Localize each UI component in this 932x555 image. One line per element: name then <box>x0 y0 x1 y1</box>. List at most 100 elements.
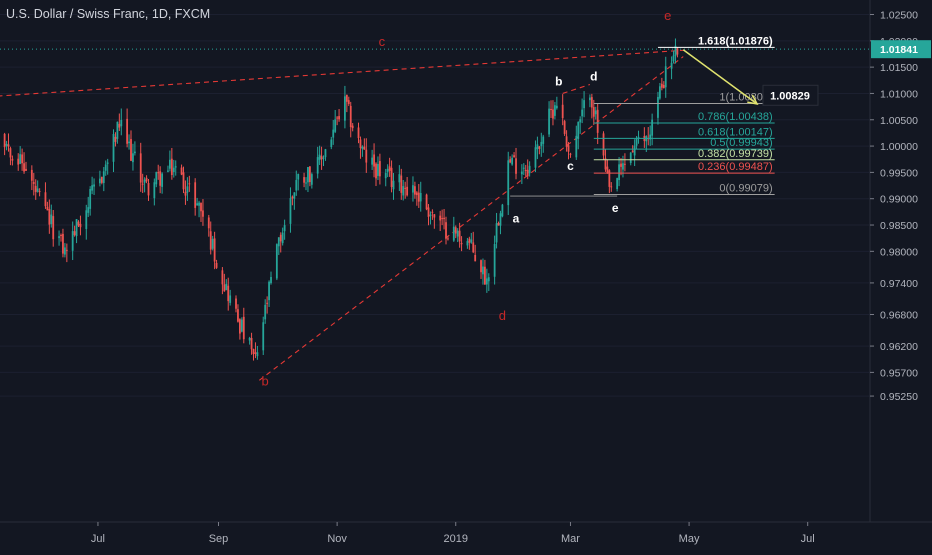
candle[interactable] <box>229 289 232 306</box>
candle[interactable] <box>577 121 580 150</box>
candle[interactable] <box>133 141 136 156</box>
candle[interactable] <box>402 179 405 201</box>
candle[interactable] <box>371 149 374 171</box>
candle[interactable] <box>659 82 661 100</box>
candle[interactable] <box>46 201 49 211</box>
candle[interactable] <box>310 172 313 189</box>
candle[interactable] <box>9 146 12 166</box>
candle[interactable] <box>431 209 434 220</box>
candle[interactable] <box>268 280 270 308</box>
candle[interactable] <box>256 345 259 360</box>
candle[interactable] <box>485 268 488 293</box>
candle[interactable] <box>458 222 461 248</box>
candle[interactable] <box>347 96 350 106</box>
candle[interactable] <box>618 157 620 187</box>
candle[interactable] <box>470 232 473 244</box>
candle[interactable] <box>240 317 243 333</box>
candle[interactable] <box>379 153 381 185</box>
candle[interactable] <box>52 209 55 247</box>
candle[interactable] <box>44 182 47 209</box>
candle[interactable] <box>283 219 286 240</box>
candle[interactable] <box>548 101 550 138</box>
candle[interactable] <box>377 156 379 181</box>
candle[interactable] <box>610 182 613 192</box>
candle[interactable] <box>336 116 339 126</box>
candle-series[interactable] <box>3 38 679 361</box>
candle[interactable] <box>357 122 360 144</box>
candle[interactable] <box>65 243 68 263</box>
candle[interactable] <box>297 173 300 191</box>
candle[interactable] <box>112 129 115 173</box>
candle[interactable] <box>279 232 282 253</box>
candle[interactable] <box>664 56 667 98</box>
candle[interactable] <box>289 187 292 233</box>
candle[interactable] <box>60 233 62 242</box>
candle[interactable] <box>180 164 183 176</box>
candle[interactable] <box>167 165 169 173</box>
candle[interactable] <box>130 130 132 162</box>
candle[interactable] <box>198 200 200 218</box>
candle[interactable] <box>555 96 558 110</box>
candle[interactable] <box>602 131 605 161</box>
candle[interactable] <box>507 151 510 215</box>
candle[interactable] <box>596 103 599 145</box>
candle[interactable] <box>594 106 597 120</box>
candle[interactable] <box>77 220 80 227</box>
candle[interactable] <box>575 125 578 160</box>
candle[interactable] <box>213 231 216 270</box>
candle[interactable] <box>338 109 340 122</box>
candle[interactable] <box>25 161 27 172</box>
candle[interactable] <box>499 210 502 235</box>
candle[interactable] <box>554 101 556 120</box>
candle[interactable] <box>633 139 636 167</box>
candle[interactable] <box>466 237 469 249</box>
candle[interactable] <box>102 167 105 192</box>
candle[interactable] <box>412 176 414 202</box>
candle[interactable] <box>592 99 595 125</box>
candle[interactable] <box>250 332 253 355</box>
candle[interactable] <box>157 164 160 180</box>
candle[interactable] <box>443 208 445 230</box>
candle[interactable] <box>93 178 95 195</box>
candle[interactable] <box>85 204 88 240</box>
candle[interactable] <box>495 212 498 249</box>
candle[interactable] <box>38 188 41 197</box>
candle[interactable] <box>309 166 311 187</box>
candle[interactable] <box>433 213 436 229</box>
candle[interactable] <box>384 168 387 187</box>
trendline[interactable] <box>562 83 591 94</box>
candle[interactable] <box>139 142 142 192</box>
candle[interactable] <box>316 146 319 179</box>
candle[interactable] <box>182 166 185 194</box>
candle[interactable] <box>30 165 33 191</box>
candle[interactable] <box>620 158 622 176</box>
candle[interactable] <box>23 152 25 174</box>
candle[interactable] <box>147 178 150 201</box>
candle[interactable] <box>209 221 212 255</box>
candle[interactable] <box>3 132 6 156</box>
candle[interactable] <box>493 235 496 285</box>
candle[interactable] <box>295 170 298 196</box>
candle[interactable] <box>363 138 366 150</box>
candle[interactable] <box>520 164 523 185</box>
candle[interactable] <box>161 172 164 194</box>
candle[interactable] <box>497 221 500 226</box>
candle[interactable] <box>145 175 148 184</box>
candle[interactable] <box>375 162 377 187</box>
candle[interactable] <box>79 215 82 236</box>
candle[interactable] <box>223 273 226 292</box>
candle[interactable] <box>579 116 582 134</box>
candle[interactable] <box>71 221 74 261</box>
candle[interactable] <box>50 204 53 228</box>
candle[interactable] <box>406 176 409 197</box>
trendline[interactable] <box>259 56 684 381</box>
candle[interactable] <box>19 146 22 165</box>
candle[interactable] <box>196 197 199 206</box>
candle[interactable] <box>417 184 420 208</box>
candle[interactable] <box>624 153 626 172</box>
candle[interactable] <box>11 155 14 166</box>
candle[interactable] <box>211 235 214 251</box>
candle[interactable] <box>345 94 348 113</box>
candle[interactable] <box>534 140 537 173</box>
